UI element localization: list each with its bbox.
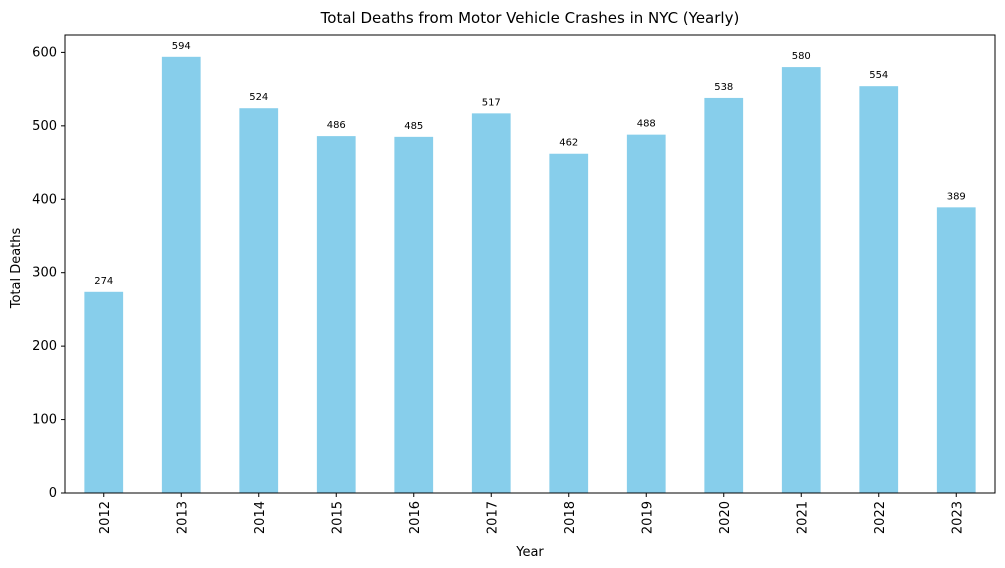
- y-tick-label: 300: [32, 266, 57, 281]
- x-tick-label: 2019: [640, 501, 655, 534]
- bar-2018: [549, 153, 589, 494]
- plot-area: 274 594 524 486 485 517 462 488 538 580 554 389 0 100…: [32, 34, 996, 534]
- x-tick-label: 2016: [408, 501, 423, 534]
- x-axis-label: Year: [515, 545, 544, 560]
- bar-2014: [239, 108, 279, 494]
- y-tick-label: 500: [32, 119, 57, 134]
- data-label-2015: 486: [327, 120, 346, 131]
- y-tick-label: 600: [32, 45, 57, 60]
- x-tick-label: 2014: [253, 501, 268, 534]
- x-tick-label: 2022: [873, 501, 888, 534]
- chart-title: Total Deaths from Motor Vehicle Crashes …: [320, 9, 740, 27]
- y-tick-label: 100: [32, 413, 57, 428]
- data-label-2018: 462: [559, 138, 578, 149]
- y-tick-label: 400: [32, 192, 57, 207]
- axes-frame: [64, 34, 996, 494]
- x-tick-label: 2017: [485, 501, 500, 534]
- bar-2012: [84, 291, 124, 493]
- data-label-2020: 538: [714, 82, 733, 93]
- x-tick-label: 2018: [563, 501, 578, 534]
- bar-2016: [394, 136, 434, 494]
- y-tick-label: 200: [32, 339, 57, 354]
- bar-2017: [471, 113, 511, 494]
- data-label-2021: 580: [792, 51, 811, 62]
- bar-2021: [781, 67, 821, 493]
- x-tick-label: 2023: [950, 501, 965, 534]
- bar-2019: [626, 134, 666, 493]
- x-tick-label: 2013: [175, 501, 190, 534]
- data-label-2022: 554: [869, 70, 888, 81]
- data-label-2013: 594: [172, 41, 191, 52]
- y-tick-label: 0: [49, 486, 57, 501]
- x-tick-label: 2020: [718, 501, 733, 534]
- data-label-2012: 274: [94, 276, 113, 287]
- bar-2023: [936, 207, 976, 494]
- bar-2013: [161, 56, 201, 494]
- data-label-2014: 524: [249, 92, 268, 103]
- y-axis-label: Total Deaths: [9, 227, 24, 309]
- x-tick-label: 2021: [795, 501, 810, 534]
- bar-2020: [704, 97, 744, 494]
- bar-2015: [316, 136, 356, 493]
- data-label-2019: 488: [637, 119, 656, 130]
- x-tick-label: 2012: [98, 501, 113, 534]
- data-label-2023: 389: [947, 191, 966, 202]
- bar-2022: [859, 86, 899, 493]
- data-label-2017: 517: [482, 97, 501, 108]
- data-label-2016: 485: [404, 121, 423, 132]
- x-tick-label: 2015: [330, 501, 345, 534]
